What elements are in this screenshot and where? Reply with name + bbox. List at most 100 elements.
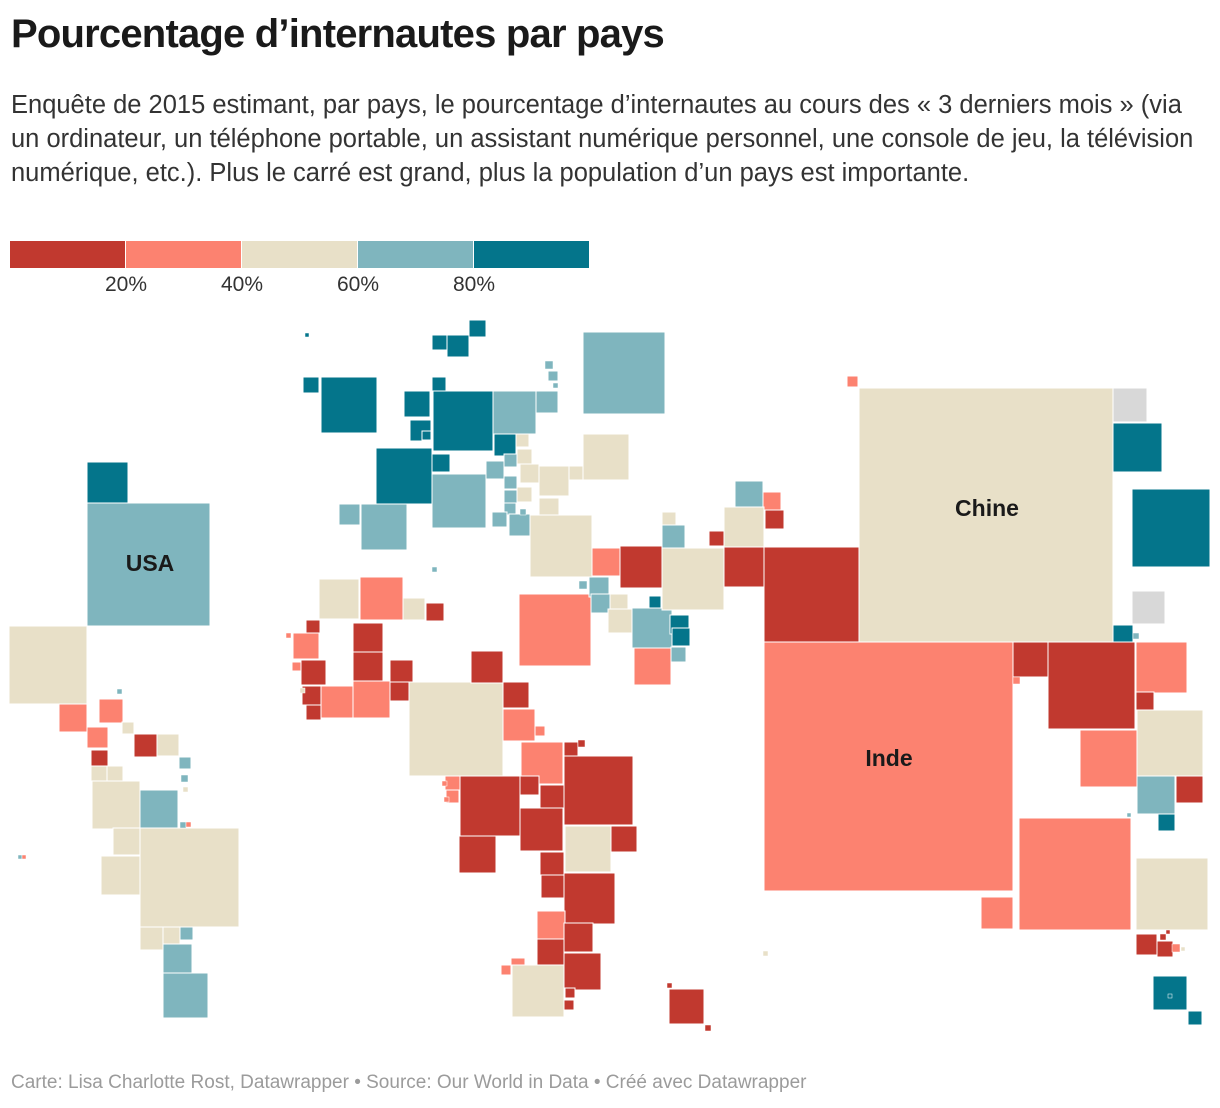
country-square: [529, 514, 593, 578]
country-square: [1112, 387, 1148, 423]
country-square: [1136, 775, 1176, 815]
country-square: [671, 627, 691, 647]
country-square: [563, 952, 602, 991]
country-square: [590, 593, 611, 614]
country-square: [578, 580, 588, 590]
country-square: [519, 807, 564, 852]
country-square: [431, 453, 451, 473]
country-square: [564, 825, 612, 873]
legend-swatch-80-100: [474, 241, 589, 268]
country-square: [568, 465, 584, 481]
country-square: [536, 938, 565, 967]
country-square: [503, 489, 518, 504]
country-square: [133, 733, 158, 758]
country-square: [302, 376, 320, 394]
country-square: [389, 681, 410, 702]
country-square: [1171, 943, 1181, 953]
country-square: [304, 332, 310, 338]
country-square: [519, 463, 540, 484]
country-square: [402, 597, 426, 621]
country-square: [582, 331, 666, 415]
country-square: [162, 943, 193, 974]
country-square: [492, 390, 537, 435]
country-square: [352, 622, 384, 654]
country-square: [375, 447, 433, 505]
country-square: [470, 650, 504, 684]
country-square: [182, 786, 189, 793]
country-square: [185, 821, 192, 828]
country-square: [1018, 817, 1132, 931]
country-square: [1156, 940, 1174, 958]
country-square: [648, 595, 662, 609]
legend-swatch-0-20: [10, 241, 125, 268]
map-label-china: Chine: [955, 495, 1019, 521]
country-square: [320, 685, 354, 719]
country-square: [668, 988, 705, 1025]
country-square: [403, 390, 431, 418]
country-square: [1187, 1010, 1203, 1026]
country-square: [179, 821, 187, 829]
country-square: [1012, 641, 1049, 678]
country-square: [432, 390, 494, 452]
country-square: [577, 739, 586, 748]
country-square: [858, 387, 1114, 643]
country-square: [1159, 933, 1167, 941]
country-square: [563, 922, 594, 953]
country-square: [299, 687, 306, 694]
country-square: [493, 433, 517, 457]
country-square: [86, 502, 211, 627]
country-square: [421, 430, 432, 441]
country-square: [563, 755, 634, 826]
country-square: [139, 926, 164, 951]
country-square: [17, 854, 23, 860]
country-square: [534, 725, 546, 737]
legend-swatch-20-40: [126, 241, 241, 268]
country-square: [1157, 813, 1176, 832]
source-credit: Carte: Lisa Charlotte Rost, Datawrapper …: [11, 1072, 807, 1093]
country-square: [1167, 993, 1173, 999]
country-square: [516, 486, 533, 503]
country-square: [552, 382, 559, 389]
chart-subtitle: Enquête de 2015 estimant, par pays, le p…: [11, 91, 1194, 187]
country-square: [458, 835, 497, 874]
map-label-india: Inde: [865, 745, 912, 771]
country-square: [352, 680, 391, 719]
country-square: [285, 632, 292, 639]
country-square: [408, 681, 504, 777]
country-square: [1136, 709, 1204, 777]
country-square: [704, 1024, 712, 1032]
country-square: [536, 910, 566, 940]
country-square: [360, 503, 408, 551]
country-square: [1175, 775, 1204, 804]
country-square: [292, 632, 320, 660]
country-square: [1079, 729, 1138, 788]
country-square: [180, 774, 189, 783]
legend-tick-60: 60%: [336, 273, 380, 296]
country-square: [1135, 641, 1188, 694]
country-square: [305, 619, 321, 635]
country-square: [8, 625, 88, 705]
country-square: [547, 370, 559, 382]
country-square: [491, 511, 508, 528]
country-square: [106, 765, 124, 783]
country-square: [291, 661, 302, 672]
country-square: [1112, 422, 1163, 473]
country-square: [519, 508, 527, 516]
country-square: [1131, 590, 1166, 625]
country-square: [179, 926, 194, 941]
country-square: [116, 688, 123, 695]
country-square: [1180, 946, 1186, 952]
country-square: [86, 461, 129, 504]
country-square: [468, 319, 487, 338]
country-square: [91, 780, 141, 830]
country-square: [591, 547, 621, 577]
country-square: [359, 576, 404, 621]
country-square: [563, 872, 616, 925]
country-square: [318, 578, 360, 620]
country-square: [519, 775, 540, 796]
legend-tick-20: 20%: [104, 273, 148, 296]
country-square: [1135, 691, 1155, 711]
country-square: [539, 784, 565, 810]
country-square: [352, 651, 384, 683]
